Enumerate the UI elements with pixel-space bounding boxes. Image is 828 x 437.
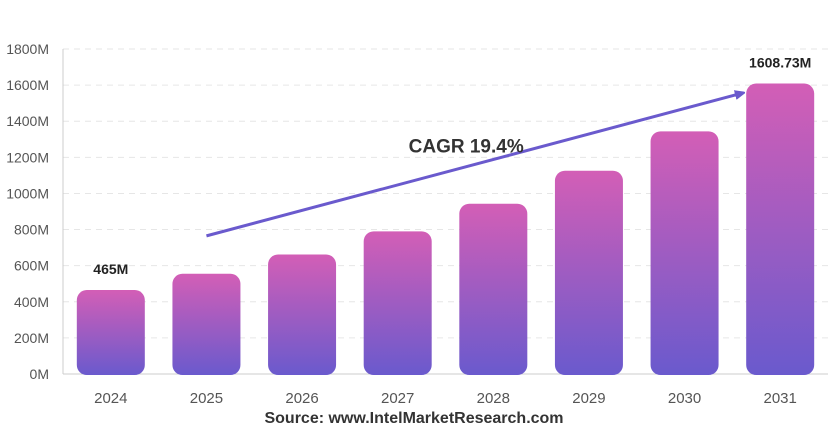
x-tick-label: 2028	[477, 390, 510, 407]
bar-2031	[746, 83, 815, 376]
y-tick-label: 1600M	[6, 77, 49, 93]
data-label: 1608.73M	[749, 55, 811, 71]
y-tick-label: 600M	[14, 258, 49, 274]
x-tick-label: 2029	[572, 390, 605, 407]
x-tick-label: 2027	[381, 390, 414, 407]
y-tick-label: 200M	[14, 330, 49, 346]
source-caption: Source: www.IntelMarketResearch.com	[264, 410, 564, 427]
bar-2029	[554, 170, 623, 375]
y-tick-label: 0M	[30, 366, 49, 382]
bar-2027	[363, 231, 432, 375]
x-tick-label: 2031	[764, 390, 797, 407]
x-tick-label: 2024	[94, 390, 127, 407]
x-tick-label: 2030	[668, 390, 701, 407]
cagr-arrow	[206, 93, 742, 238]
y-tick-label: 800M	[14, 222, 49, 238]
y-tick-label: 1800M	[6, 41, 49, 57]
cagr-annotation: CAGR 19.4%	[409, 137, 524, 158]
y-tick-label: 1200M	[6, 149, 49, 165]
bar-2030	[650, 131, 719, 375]
y-tick-label: 1000M	[6, 185, 49, 201]
bar-2025	[172, 273, 241, 375]
y-tick-label: 1400M	[6, 113, 49, 129]
x-tick-label: 2025	[190, 390, 223, 407]
x-tick-label: 2026	[285, 390, 318, 407]
y-tick-label: 400M	[14, 294, 49, 310]
bar-2026	[268, 254, 337, 375]
bar-2024	[76, 290, 145, 375]
data-label: 465M	[93, 261, 128, 277]
bar-2028	[459, 203, 528, 375]
